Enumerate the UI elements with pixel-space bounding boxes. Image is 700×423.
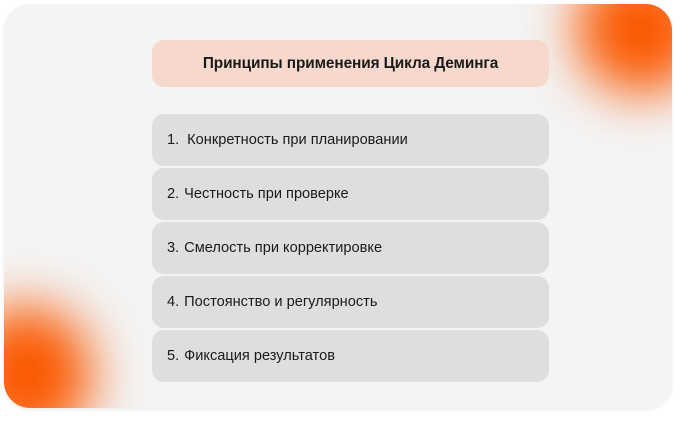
list-item: 5. Фиксация результатов (152, 330, 549, 382)
list-item-label: Постоянство и регулярность (184, 294, 378, 310)
page-title: Принципы применения Цикла Деминга (202, 54, 499, 72)
list-item-label: Фиксация результатов (184, 348, 335, 364)
list-item: 4. Постоянство и регулярность (152, 276, 549, 328)
slide-card: Принципы применения Цикла Деминга 1. Кон… (4, 4, 672, 408)
list-item-label: Честность при проверке (184, 186, 349, 202)
principles-list: 1. Конкретность при планировании 2. Чест… (148, 114, 549, 382)
list-item-number: 5. (167, 348, 180, 364)
orange-blur-blob-top-right-icon (576, 4, 672, 94)
list-item: 1. Конкретность при планировании (152, 114, 549, 166)
list-item-number: 1. (167, 132, 180, 148)
list-item-label: Конкретность при планировании (187, 132, 408, 148)
list-item-label: Смелость при корректировке (184, 240, 383, 256)
list-item-number: 4. (167, 294, 180, 310)
list-item: 2. Честность при проверке (152, 168, 549, 220)
list-item: 3. Смелость при корректировке (152, 222, 549, 274)
slide-title-pill: Принципы применения Цикла Деминга (152, 40, 549, 87)
slide-content: Принципы применения Цикла Деминга 1. Кон… (148, 40, 549, 382)
orange-blur-blob-bottom-left-icon (4, 306, 92, 408)
list-item-number: 3. (167, 240, 180, 256)
list-item-number: 2. (167, 186, 180, 202)
